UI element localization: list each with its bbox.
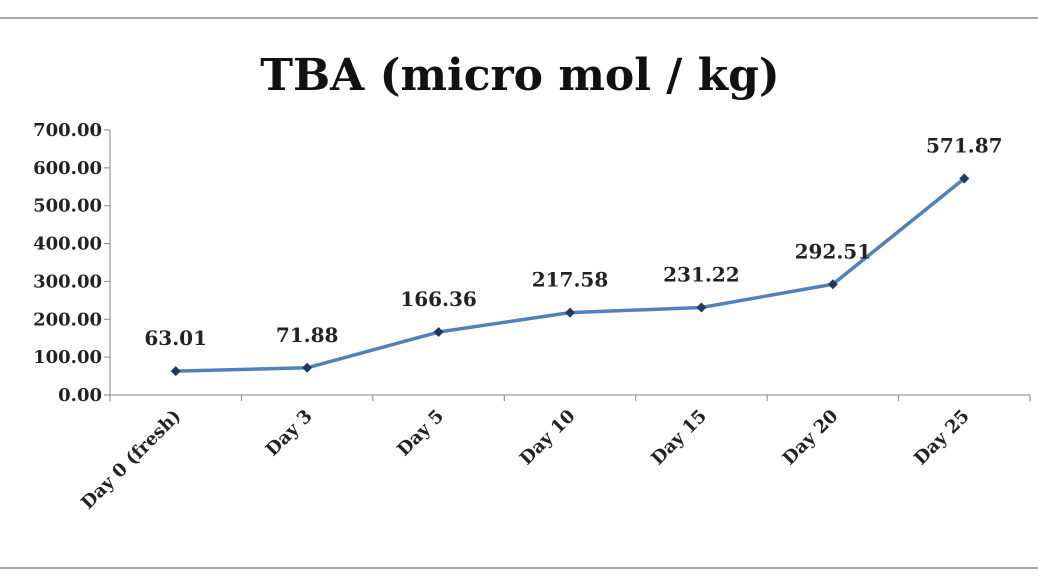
data-point-0 [170,366,181,377]
data-point-2 [433,327,444,338]
x-tick-label-5: Day 20 [779,406,843,470]
data-label-4: 231.22 [663,262,740,286]
x-tick-label-1: Day 3 [262,406,317,461]
data-labels: 63.01 71.88 166.36 217.58 231.22 292.51 571.87 [144,134,1002,351]
data-point-6 [959,173,970,184]
x-tick-label-4: Day 15 [647,406,711,470]
data-point-5 [827,279,838,290]
data-point-1 [302,362,313,373]
x-tick-label-0: Day 0 (fresh) [77,406,185,514]
y-tick-label-2: 200.00 [33,309,102,330]
series [170,173,970,377]
x-tick-label-2: Day 5 [393,406,448,461]
y-axis: 0.00 100.00 200.00 300.00 400.00 500.00 600.00… [33,120,111,406]
data-label-2: 166.36 [400,287,477,311]
data-label-6: 571.87 [926,134,1003,158]
y-tick-label-7: 700.00 [33,120,102,141]
data-label-5: 292.51 [795,239,872,263]
data-label-1: 71.88 [276,323,339,347]
chart-title: TBA (micro mol / kg) [260,50,780,101]
y-tick-label-3: 300.00 [33,271,102,292]
data-label-3: 217.58 [532,268,609,292]
y-tick-label-5: 500.00 [33,196,102,217]
y-tick-label-0: 0.00 [58,385,102,406]
data-point-3 [565,307,575,318]
x-axis: Day 0 (fresh) Day 3 Day 5 Day 10 Day 15 Day 2… [77,394,1031,514]
x-tick-label-6: Day 25 [910,406,974,470]
y-tick-label-1: 100.00 [33,347,102,368]
y-tick-label-6: 600.00 [33,158,102,179]
x-tick-label-3: Day 10 [516,406,580,470]
y-tick-label-4: 400.00 [33,234,102,255]
data-label-0: 63.01 [144,326,207,350]
data-point-4 [696,302,707,313]
